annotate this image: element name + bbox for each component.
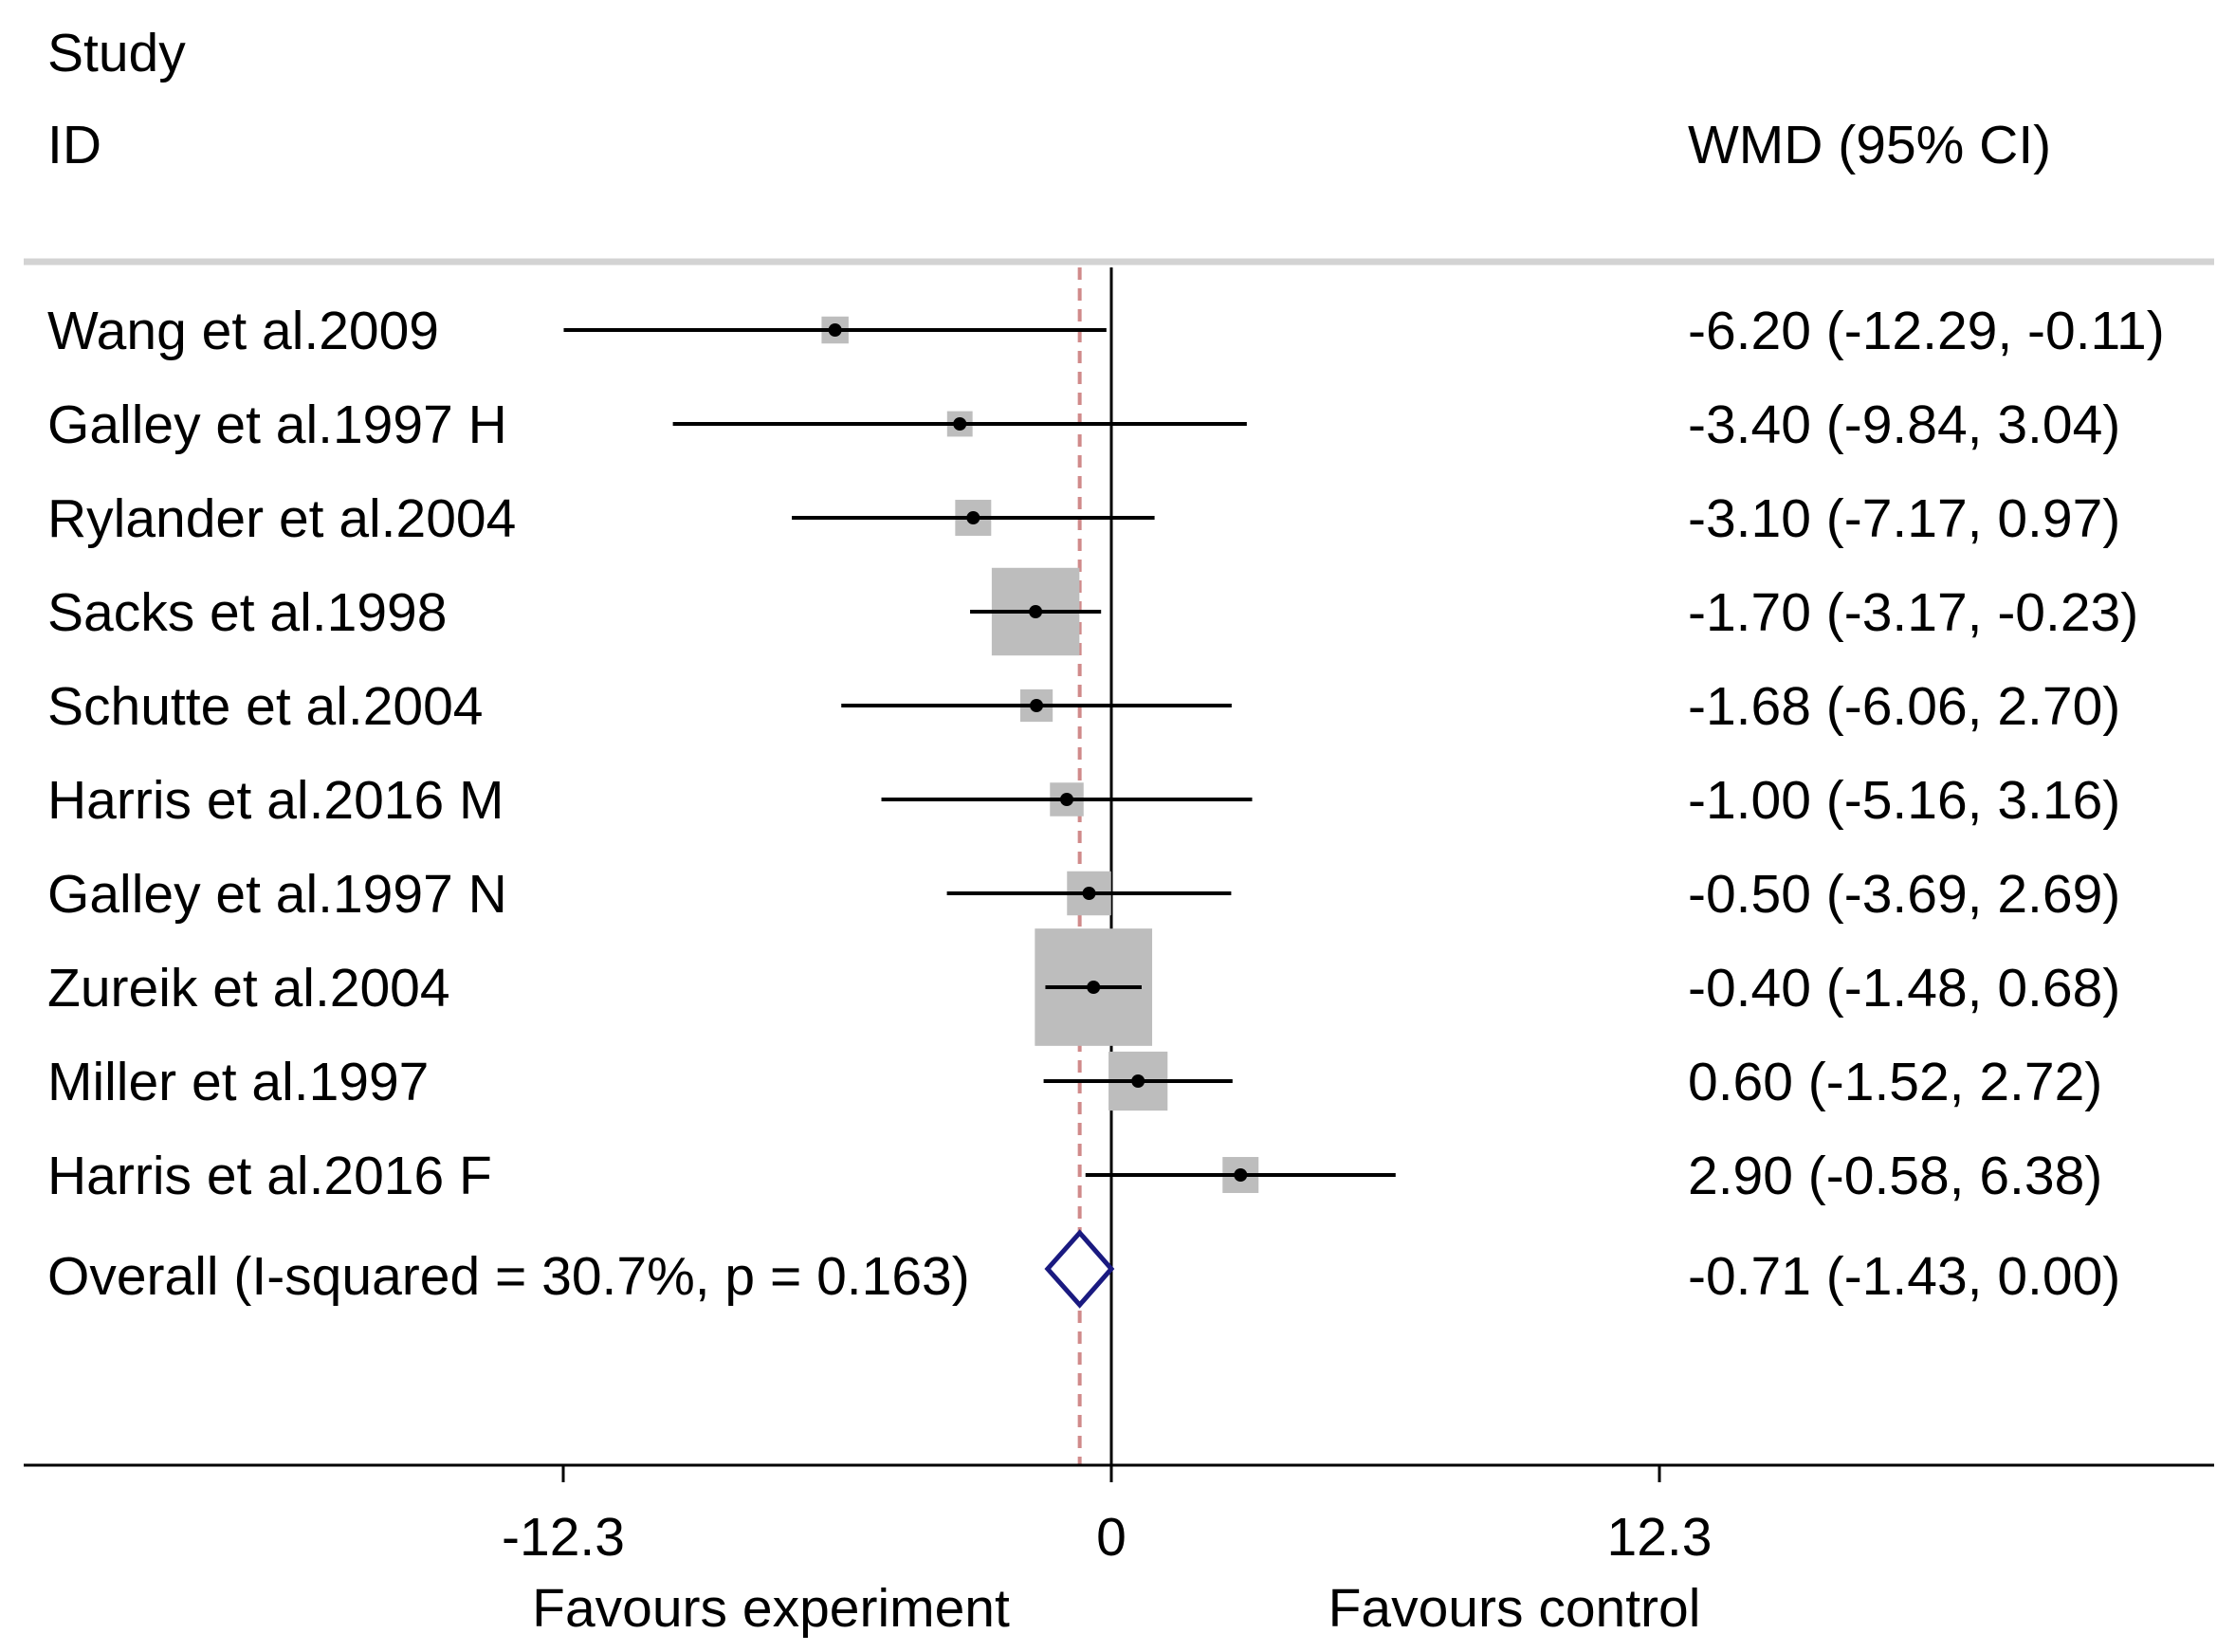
study-ci-text: -6.20 (-12.29, -0.11) [1688,301,2165,361]
study-row: Harris et al.2016 M -1.00 (-5.16, 3.16) [47,770,2120,831]
point-estimate [953,417,967,431]
point-estimate [1029,605,1043,618]
study-row: Schutte et al.2004 -1.68 (-6.06, 2.70) [47,676,2120,737]
study-row: Harris et al.2016 F 2.90 (-0.58, 6.38) [47,1146,2102,1206]
favours-right-label: Favours control [1328,1578,1701,1639]
study-ci-text: 0.60 (-1.52, 2.72) [1688,1052,2102,1112]
header-effect: WMD (95% CI) [1688,115,2051,175]
point-estimate [828,323,842,337]
study-label: Miller et al.1997 [47,1052,429,1112]
study-ci-text: -3.40 (-9.84, 3.04) [1688,395,2120,455]
study-ci-text: 2.90 (-0.58, 6.38) [1688,1146,2102,1206]
study-ci-text: -1.70 (-3.17, -0.23) [1688,582,2138,643]
point-estimate [966,511,980,524]
favours-left-label: Favours experiment [532,1578,1010,1639]
point-estimate [1087,981,1101,994]
point-estimate [1030,699,1044,712]
study-label: Wang et al.2009 [47,301,439,361]
header-id: ID [47,115,101,175]
overall-ci-text: -0.71 (-1.43, 0.00) [1688,1246,2120,1307]
overall-label: Overall (I-squared = 30.7%, p = 0.163) [47,1246,970,1307]
x-tick-label: 0 [1096,1507,1127,1568]
study-label: Zureik et al.2004 [47,958,450,1019]
study-ci-text: -0.50 (-3.69, 2.69) [1688,864,2120,925]
study-label: Galley et al.1997 N [47,864,507,925]
point-estimate [1082,887,1096,900]
study-row: Galley et al.1997 H -3.40 (-9.84, 3.04) [47,395,2120,455]
study-label: Harris et al.2016 M [47,770,504,831]
overall-row: Overall (I-squared = 30.7%, p = 0.163) -… [47,1229,2120,1309]
study-row: Zureik et al.2004 -0.40 (-1.48, 0.68) [47,928,2120,1046]
study-ci-text: -1.00 (-5.16, 3.16) [1688,770,2120,831]
x-tick-label: 12.3 [1607,1507,1713,1568]
study-rows: Wang et al.2009 -6.20 (-12.29, -0.11) Gall… [47,301,2165,1206]
study-label: Sacks et al.1998 [47,582,447,643]
header-study: Study [47,23,186,83]
study-row: Rylander et al.2004 -3.10 (-7.17, 0.97) [47,488,2120,549]
study-label: Galley et al.1997 H [47,395,507,455]
study-ci-text: -0.40 (-1.48, 0.68) [1688,958,2120,1019]
overall-diamond [1044,1229,1115,1309]
study-row: Galley et al.1997 N -0.50 (-3.69, 2.69) [47,864,2120,925]
study-row: Miller et al.1997 0.60 (-1.52, 2.72) [47,1051,2102,1112]
study-ci-text: -1.68 (-6.06, 2.70) [1688,676,2120,737]
study-label: Rylander et al.2004 [47,488,516,549]
x-axis-ticks: -12.3 0 12.3 [502,1465,1712,1568]
point-estimate [1234,1168,1248,1182]
study-ci-text: -3.10 (-7.17, 0.97) [1688,488,2120,549]
study-label: Harris et al.2016 F [47,1146,492,1206]
study-row: Wang et al.2009 -6.20 (-12.29, -0.11) [47,301,2165,361]
x-tick-label: -12.3 [502,1507,625,1568]
study-label: Schutte et al.2004 [47,676,484,737]
point-estimate [1131,1074,1145,1088]
point-estimate [1060,793,1074,806]
study-row: Sacks et al.1998 -1.70 (-3.17, -0.23) [47,567,2138,656]
